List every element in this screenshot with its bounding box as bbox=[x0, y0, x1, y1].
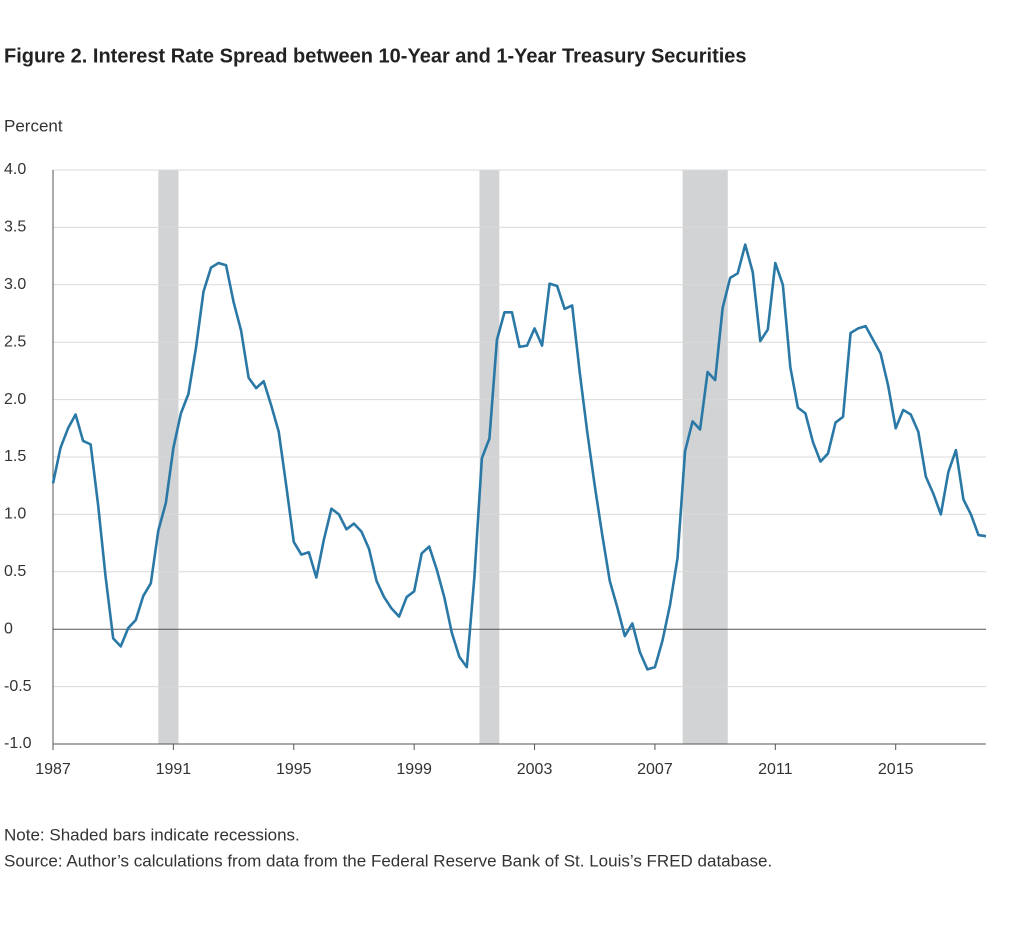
x-tick-label: 1991 bbox=[156, 761, 192, 778]
y-tick-label: 1.5 bbox=[4, 448, 26, 465]
y-tick-label: 2.5 bbox=[4, 333, 26, 350]
note: Note: Shaded bars indicate recessions. bbox=[4, 825, 300, 844]
x-tick-label: 1987 bbox=[35, 761, 71, 778]
y-tick-label: 1.0 bbox=[4, 506, 26, 523]
y-tick-label: 4.0 bbox=[4, 161, 26, 178]
y-tick-label: 3.5 bbox=[4, 219, 26, 236]
x-tick-label: 1995 bbox=[276, 761, 312, 778]
x-tick-label: 2011 bbox=[758, 761, 793, 778]
x-tick-label: 1999 bbox=[396, 761, 432, 778]
source: Source: Author’s calculations from data … bbox=[4, 851, 772, 870]
chart-title: Figure 2. Interest Rate Spread between 1… bbox=[4, 45, 747, 67]
y-tick-label: 2.0 bbox=[4, 391, 26, 408]
x-tick-label: 2003 bbox=[517, 761, 553, 778]
y-tick-label: -0.5 bbox=[4, 678, 32, 695]
y-tick-label: 0.5 bbox=[4, 563, 26, 580]
y-tick-label: 3.0 bbox=[4, 276, 26, 293]
y-tick-label: 0 bbox=[4, 620, 13, 637]
y-axis-label: Percent bbox=[4, 116, 63, 135]
x-tick-label: 2007 bbox=[637, 761, 673, 778]
x-tick-label: 2015 bbox=[878, 761, 914, 778]
y-tick-label: -1.0 bbox=[4, 735, 32, 752]
data-line bbox=[51, 243, 987, 671]
